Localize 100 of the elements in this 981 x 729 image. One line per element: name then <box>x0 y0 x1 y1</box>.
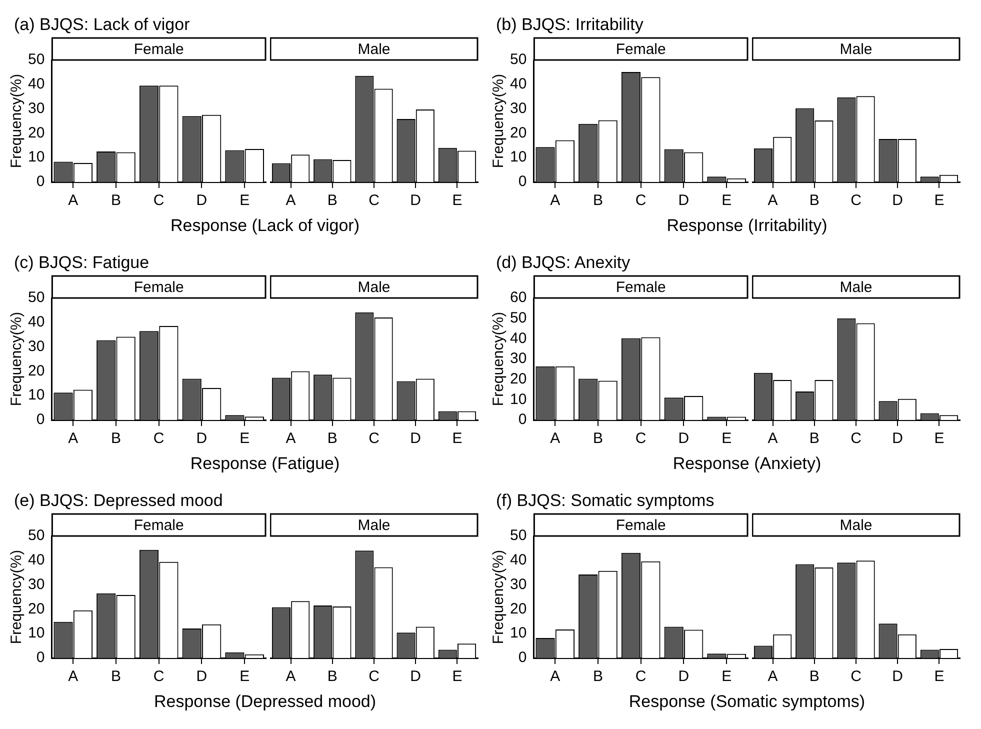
x-tick-label: C <box>153 668 164 686</box>
x-tick-label: B <box>809 430 820 448</box>
x-axis-title: Response (Anxiety) <box>672 454 822 474</box>
x-tick-label: B <box>327 192 338 210</box>
y-tick-label: 50 <box>510 527 527 544</box>
x-tick-label: D <box>892 192 904 210</box>
chart-subtitle: Female <box>134 41 184 58</box>
x-tick-label: C <box>153 430 164 448</box>
y-axis-title: Frequency(%) <box>490 550 508 644</box>
x-tick-label: E <box>452 430 462 448</box>
x-tick-label: C <box>368 668 380 686</box>
y-tick-label: 20 <box>510 124 527 142</box>
y-tick-label: 0 <box>36 173 45 190</box>
x-tick-label: C <box>850 192 862 210</box>
y-tick-label: 10 <box>28 624 45 642</box>
x-tick-label: E <box>240 192 250 210</box>
y-tick-label: 0 <box>36 411 45 428</box>
x-tick-label: C <box>153 192 164 210</box>
x-tick-label: D <box>678 668 690 686</box>
chart-subtitle: Male <box>840 517 872 534</box>
y-tick-label: 50 <box>28 289 45 306</box>
y-tick-label: 50 <box>28 527 45 544</box>
x-tick-label: D <box>410 430 422 448</box>
y-tick-label: 50 <box>28 51 45 68</box>
y-axis-title: Frequency(%) <box>8 74 26 168</box>
x-tick-label: C <box>635 668 646 686</box>
x-tick-label: E <box>934 192 944 210</box>
y-tick-label: 0 <box>518 173 527 190</box>
y-tick-label: 0 <box>518 411 527 428</box>
x-tick-label: C <box>850 430 862 448</box>
y-axis-title: Frequency(%) <box>8 550 26 644</box>
y-tick-label: 40 <box>510 76 527 93</box>
y-tick-label: 20 <box>28 362 45 380</box>
y-tick-label: 40 <box>28 76 45 93</box>
x-tick-label: A <box>550 192 560 210</box>
y-tick-label: 20 <box>510 370 527 388</box>
x-axis-title: Response (Irritability) <box>666 216 828 236</box>
chart-subtitle: Female <box>134 279 184 296</box>
x-tick-label: A <box>768 192 778 210</box>
x-tick-label: D <box>678 430 690 448</box>
x-tick-label: A <box>286 668 296 686</box>
x-tick-label: B <box>809 668 820 686</box>
x-tick-label: C <box>850 668 862 686</box>
y-tick-label: 10 <box>28 386 45 404</box>
x-tick-label: B <box>592 668 603 686</box>
x-tick-label: E <box>240 668 250 686</box>
chart-subtitle: Female <box>616 41 666 58</box>
x-axis-title: Response (Somatic symptoms) <box>628 692 866 712</box>
x-tick-label: C <box>635 192 646 210</box>
y-tick-label: 20 <box>28 124 45 142</box>
y-tick-label: 20 <box>510 600 527 618</box>
y-tick-label: 10 <box>28 148 45 166</box>
chart-subtitle: Male <box>840 41 872 58</box>
chart-title: (a) BJQS: Lack of vigor <box>13 14 191 36</box>
x-axis-title: Response (Fatigue) <box>189 454 341 474</box>
y-tick-label: 0 <box>518 649 527 666</box>
x-tick-label: D <box>678 192 690 210</box>
y-tick-label: 40 <box>28 552 45 569</box>
x-tick-label: C <box>635 430 646 448</box>
x-tick-label: A <box>768 430 778 448</box>
x-tick-label: E <box>722 430 732 448</box>
x-tick-label: B <box>592 192 603 210</box>
y-tick-label: 50 <box>510 309 527 326</box>
x-tick-label: E <box>722 192 732 210</box>
x-tick-label: A <box>550 668 560 686</box>
y-tick-label: 30 <box>510 350 527 368</box>
chart-subtitle: Female <box>616 279 666 296</box>
chart-subtitle: Female <box>616 517 666 534</box>
chart-subtitle: Male <box>358 279 390 296</box>
chart-title: (f) BJQS: Somatic symptoms <box>495 490 716 512</box>
chart-title: (e) BJQS: Depressed mood <box>13 490 224 512</box>
y-tick-label: 30 <box>28 338 45 355</box>
x-tick-label: D <box>196 192 208 210</box>
x-tick-label: D <box>196 668 208 686</box>
x-tick-label: C <box>368 430 380 448</box>
y-tick-label: 50 <box>510 51 527 68</box>
chart-title: (b) BJQS: Irritability <box>495 14 644 36</box>
x-tick-label: C <box>368 192 380 210</box>
y-tick-label: 0 <box>36 649 45 666</box>
x-tick-label: A <box>286 192 296 210</box>
x-tick-label: A <box>68 192 78 210</box>
y-tick-label: 10 <box>510 390 527 408</box>
y-tick-label: 10 <box>510 148 527 166</box>
x-tick-label: B <box>110 430 121 448</box>
x-tick-label: E <box>240 430 250 448</box>
chart-title: (c) BJQS: Fatigue <box>13 252 150 274</box>
chart-subtitle: Male <box>358 41 390 58</box>
y-tick-label: 60 <box>510 289 527 306</box>
x-tick-label: E <box>934 668 944 686</box>
x-tick-label: B <box>809 192 820 210</box>
chart-subtitle: Male <box>840 279 872 296</box>
x-tick-label: B <box>592 430 603 448</box>
y-tick-label: 40 <box>510 552 527 569</box>
y-tick-label: 30 <box>28 576 45 593</box>
x-tick-label: B <box>327 430 338 448</box>
y-tick-label: 30 <box>510 100 527 117</box>
x-tick-label: D <box>410 668 422 686</box>
y-tick-label: 30 <box>28 100 45 117</box>
chart-title: (d) BJQS: Anexity <box>495 252 632 274</box>
x-tick-label: D <box>892 430 904 448</box>
